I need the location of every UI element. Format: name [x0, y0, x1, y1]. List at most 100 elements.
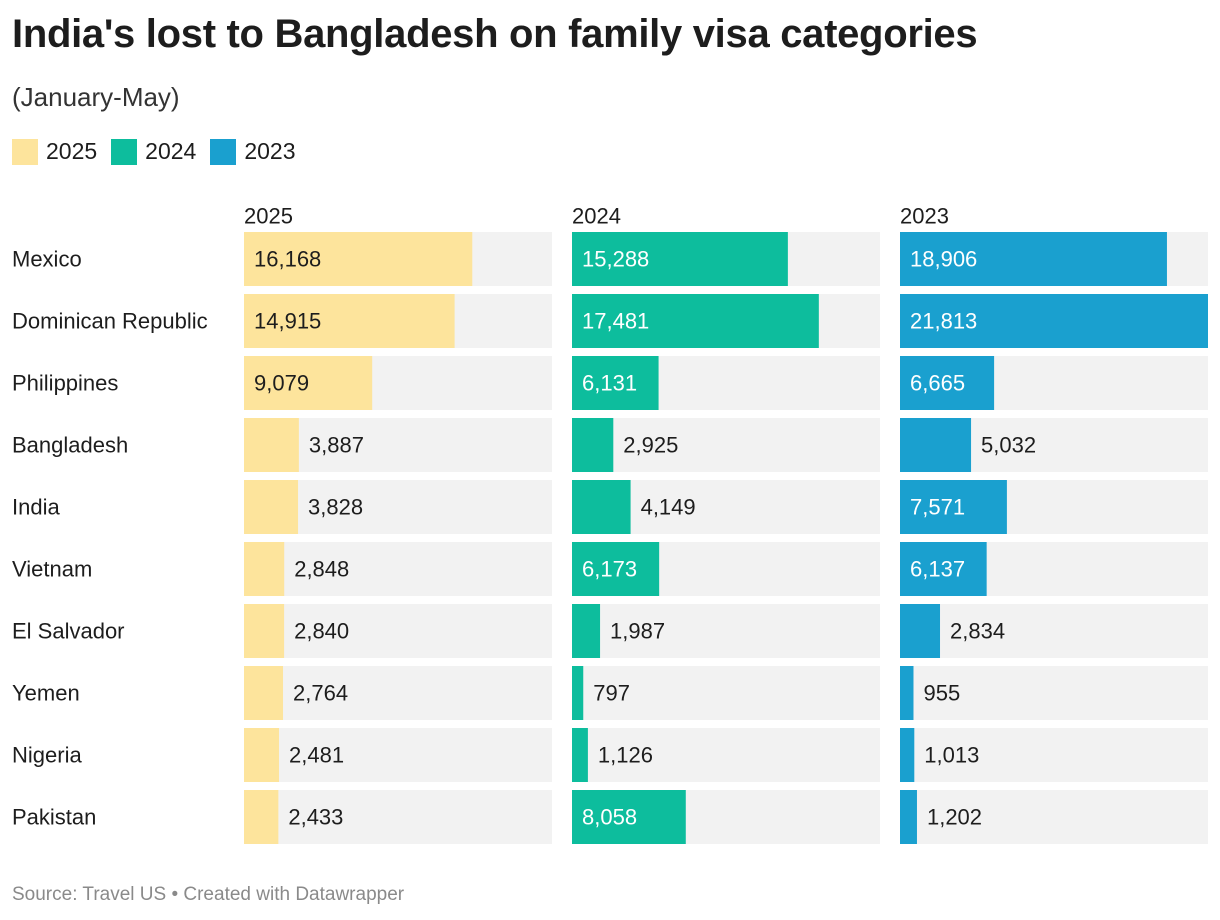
bar-2023 [900, 790, 917, 844]
bar-2023 [900, 356, 995, 410]
category-label: Philippines [12, 371, 118, 396]
bar-2024 [572, 604, 601, 658]
bar-track [900, 728, 1208, 782]
bar-2024 [572, 666, 584, 720]
bar-2023 [900, 604, 941, 658]
bar-value-label: 2,840 [294, 619, 349, 644]
bar-2023 [900, 418, 972, 472]
bar-2023 [900, 294, 1208, 348]
bar-value-label: 6,173 [582, 557, 637, 582]
bar-2025 [244, 356, 373, 410]
category-label: India [12, 495, 60, 520]
bar-track [244, 666, 552, 720]
panel-header-2025: 2025 [244, 204, 293, 229]
bar-track [572, 418, 880, 472]
chart-title: India's lost to Bangladesh on family vis… [12, 12, 978, 56]
legend-label-2023: 2023 [244, 138, 296, 164]
bar-value-label: 9,079 [254, 371, 309, 396]
panel-header-2024: 2024 [572, 204, 621, 229]
bar-track [900, 604, 1208, 658]
bar-value-label: 16,168 [254, 247, 321, 272]
category-label: El Salvador [12, 619, 125, 644]
legend-swatch-2025 [12, 138, 38, 165]
category-label: Yemen [12, 681, 80, 706]
legend-item-2024: 2024 [111, 138, 196, 165]
bar-track [244, 604, 552, 658]
bar-2024 [572, 790, 686, 844]
bar-track [244, 790, 552, 844]
bar-2025 [244, 728, 280, 782]
bar-value-label: 2,764 [293, 681, 348, 706]
bar-value-label: 1,013 [924, 743, 979, 768]
bar-2025 [244, 294, 455, 348]
bar-2023 [900, 232, 1167, 286]
bar-2024 [572, 728, 588, 782]
bar-track [900, 666, 1208, 720]
legend-item-2023: 2023 [210, 138, 296, 165]
bar-value-label: 955 [923, 681, 960, 706]
bar-value-label: 2,834 [950, 619, 1005, 644]
bar-2024 [572, 542, 660, 596]
bar-value-label: 14,915 [254, 309, 321, 334]
bar-value-label: 797 [593, 681, 630, 706]
panel-header-2023: 2023 [900, 204, 949, 229]
bar-2025 [244, 666, 284, 720]
bar-value-label: 2,481 [289, 743, 344, 768]
bar-2023 [900, 728, 915, 782]
bar-2024 [572, 418, 614, 472]
bar-2024 [572, 294, 819, 348]
bar-value-label: 21,813 [910, 309, 977, 334]
bar-2025 [244, 604, 285, 658]
legend-label-2025: 2025 [46, 138, 98, 164]
bar-2024 [572, 356, 659, 410]
bar-value-label: 5,032 [981, 433, 1036, 458]
category-label: Vietnam [12, 557, 92, 582]
bar-track [572, 666, 880, 720]
bar-value-label: 6,665 [910, 371, 965, 396]
legend: 2025 2024 2023 [12, 138, 310, 165]
source-note: Source: Travel US • Created with Datawra… [12, 884, 405, 905]
bar-track [244, 728, 552, 782]
bar-track [244, 542, 552, 596]
bar-2024 [572, 480, 631, 534]
bar-value-label: 3,887 [309, 433, 364, 458]
legend-item-2025: 2025 [12, 138, 97, 165]
bar-track [900, 790, 1208, 844]
category-label: Dominican Republic [12, 309, 208, 334]
category-label: Bangladesh [12, 433, 128, 458]
bar-value-label: 6,137 [910, 557, 965, 582]
category-label: Nigeria [12, 743, 82, 768]
bar-2023 [900, 480, 1007, 534]
bar-value-label: 6,131 [582, 371, 637, 396]
bar-track [572, 604, 880, 658]
bar-2025 [244, 232, 473, 286]
bar-value-label: 8,058 [582, 805, 637, 830]
bar-chart: Mexico Dominican Republic Philippines Bangl… [12, 204, 1208, 844]
bar-value-label: 2,925 [623, 433, 678, 458]
bar-value-label: 15,288 [582, 247, 649, 272]
bar-value-label: 3,828 [308, 495, 363, 520]
legend-swatch-2023 [210, 138, 237, 165]
bar-2024 [572, 232, 788, 286]
bar-value-label: 4,149 [641, 495, 696, 520]
bar-value-label: 1,987 [610, 619, 665, 644]
bar-2025 [244, 480, 299, 534]
legend-label-2024: 2024 [145, 138, 197, 164]
bar-2025 [244, 418, 299, 472]
bar-track [572, 728, 880, 782]
bar-2023 [900, 542, 987, 596]
bar-value-label: 18,906 [910, 247, 977, 272]
bar-value-label: 1,126 [598, 743, 653, 768]
chart-subtitle: (January-May) [12, 82, 180, 112]
category-label: Pakistan [12, 805, 96, 830]
bar-2025 [244, 790, 279, 844]
bar-2023 [900, 666, 914, 720]
legend-swatch-2024 [111, 138, 138, 165]
bar-value-label: 17,481 [582, 309, 649, 334]
bar-value-label: 2,848 [294, 557, 349, 582]
bar-2025 [244, 542, 285, 596]
category-label: Mexico [12, 247, 82, 272]
bar-value-label: 7,571 [910, 495, 965, 520]
bar-value-label: 1,202 [927, 805, 982, 830]
bar-value-label: 2,433 [288, 805, 343, 830]
